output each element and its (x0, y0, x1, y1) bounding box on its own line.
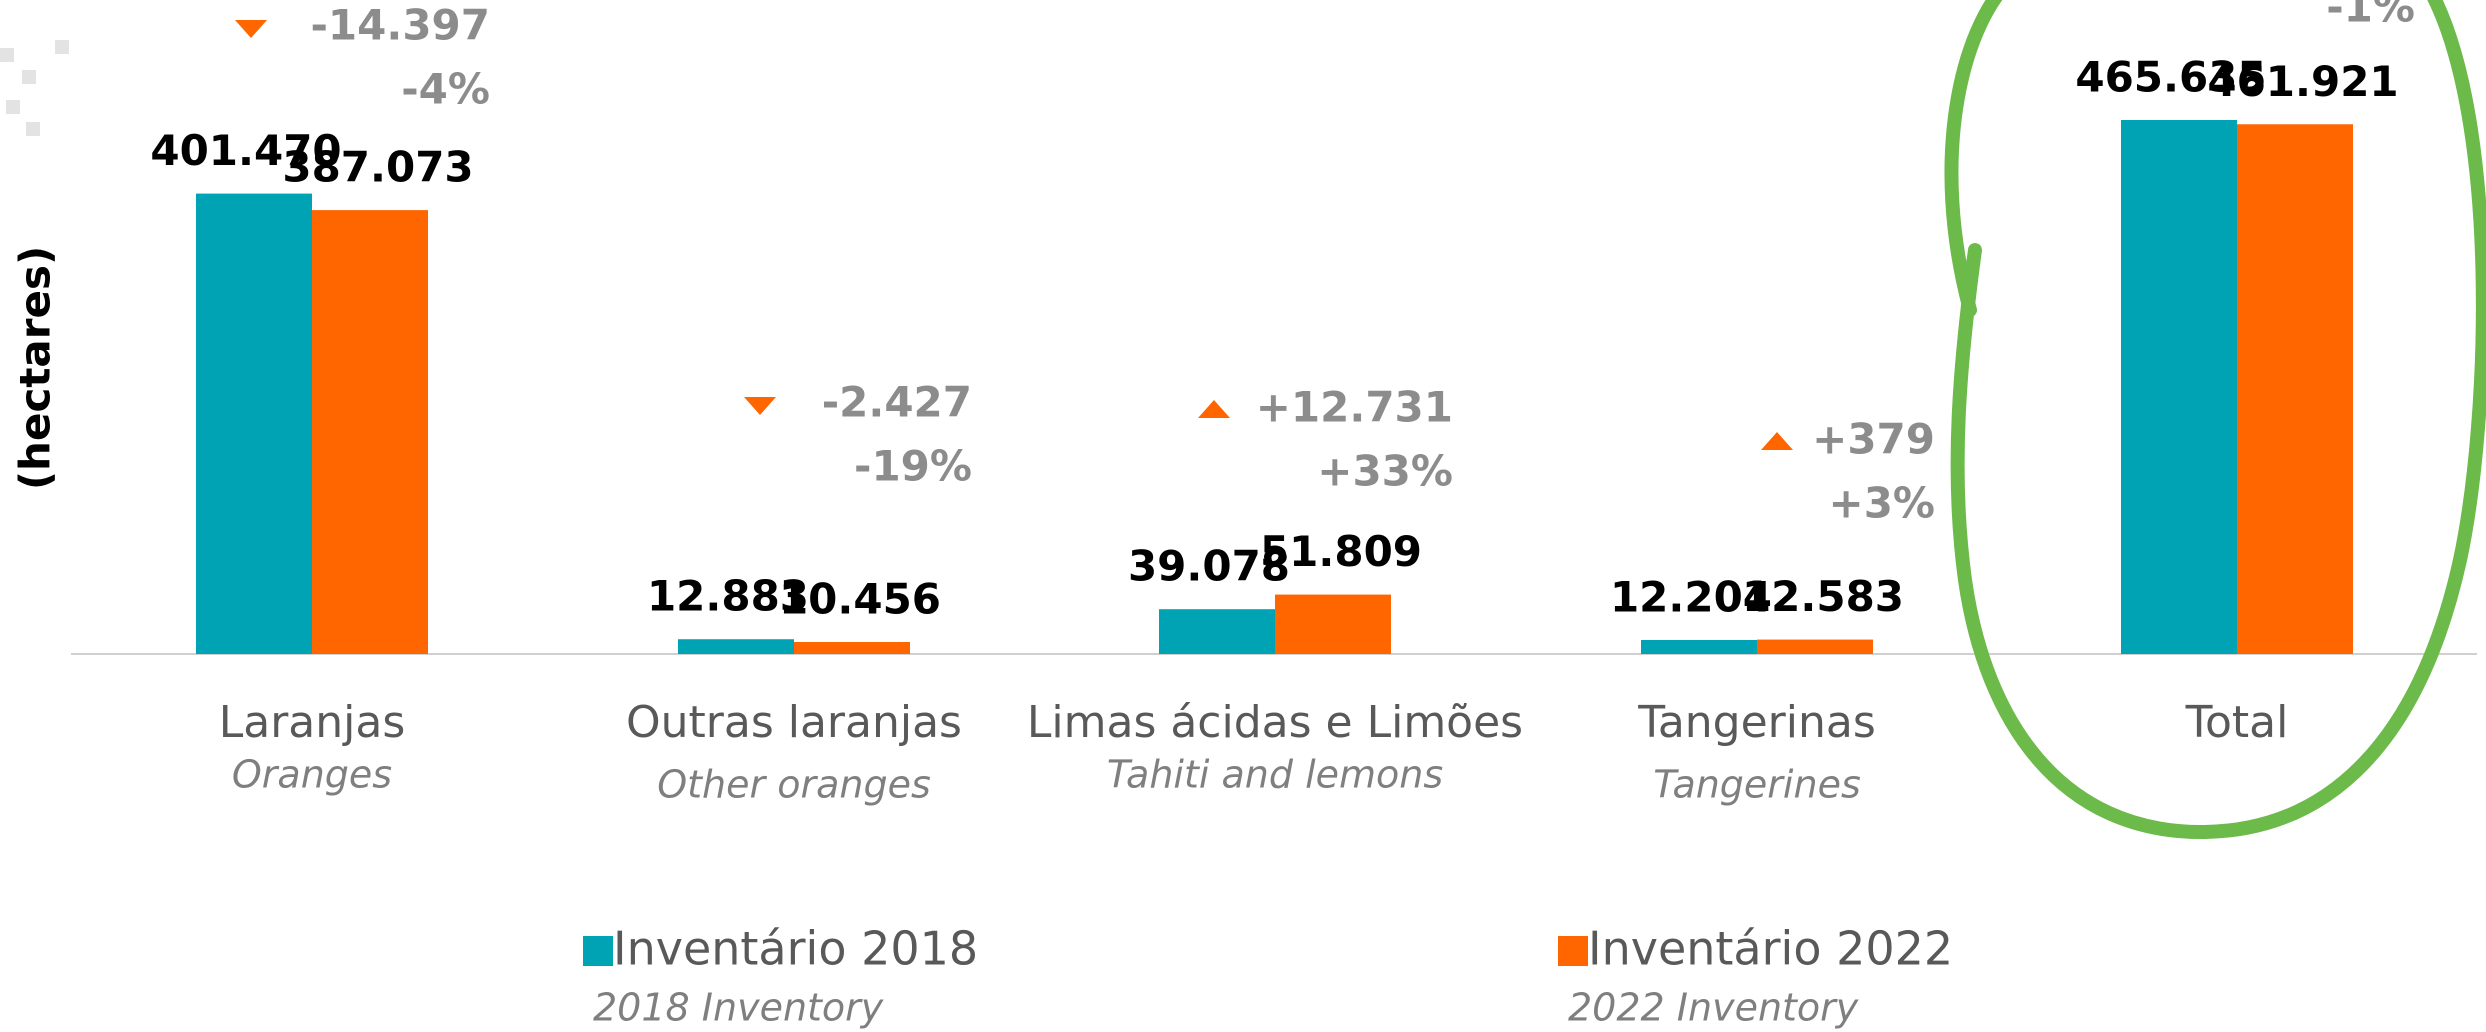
y-axis-title: (hectares) (11, 246, 60, 490)
bar (312, 210, 428, 654)
bar (2121, 120, 2237, 654)
value-label: 465.635 (2075, 53, 2266, 102)
bar (196, 193, 312, 655)
change-percent: -19% (854, 442, 972, 491)
legend-swatch (583, 936, 613, 966)
legend-swatch (1558, 936, 1588, 966)
change-marker (744, 397, 776, 415)
bar (1757, 639, 1873, 654)
legend-subtitle: 2022 Inventory (1568, 986, 1859, 1030)
bar (2237, 124, 2353, 655)
change-value: -14.397 (310, 1, 490, 50)
value-label: 461.921 (2207, 57, 2398, 106)
bar (1641, 640, 1757, 654)
change-percent: +33% (1317, 447, 1453, 496)
category-subtitle: Oranges (232, 753, 392, 797)
change-percent: +3% (1829, 479, 1936, 528)
change-marker (1761, 432, 1793, 450)
bar (1275, 594, 1391, 654)
highlight-circle (1944, 0, 2486, 840)
category-label: Outras laranjas (626, 697, 962, 748)
value-label: 10.456 (779, 575, 941, 624)
bar (678, 639, 794, 654)
decoration-dots (0, 40, 69, 136)
change-marker (1198, 400, 1230, 418)
change-percent: -4% (401, 65, 490, 114)
change-percent: -1% (2326, 0, 2415, 32)
legend-label: Inventário 2022 (1588, 922, 1953, 976)
legend-subtitle: 2018 Inventory (593, 986, 884, 1030)
value-label: 12.583 (1742, 572, 1904, 621)
category-subtitle: Other oranges (657, 763, 931, 807)
category-subtitle: Tangerines (1653, 763, 1861, 807)
value-label: 387.073 (282, 143, 473, 192)
value-label: 51.809 (1260, 527, 1422, 576)
bar (1159, 609, 1275, 654)
value-label: 12.883 (647, 572, 809, 621)
category-label: Tangerinas (1637, 697, 1876, 748)
change-value: -2.427 (822, 378, 972, 427)
category-label: Laranjas (219, 697, 406, 748)
change-marker (235, 20, 267, 38)
bar (794, 642, 910, 654)
change-value: +12.731 (1256, 383, 1453, 432)
legend-label: Inventário 2018 (613, 922, 978, 976)
value-label: 12.204 (1610, 573, 1772, 622)
category-label: Total (2185, 697, 2289, 748)
value-label: 39.078 (1128, 542, 1290, 591)
change-value: +379 (1812, 415, 1935, 464)
value-label: 401.470 (150, 126, 341, 175)
category-label: Limas ácidas e Limões (1027, 697, 1523, 748)
category-subtitle: Tahiti and lemons (1107, 753, 1443, 797)
